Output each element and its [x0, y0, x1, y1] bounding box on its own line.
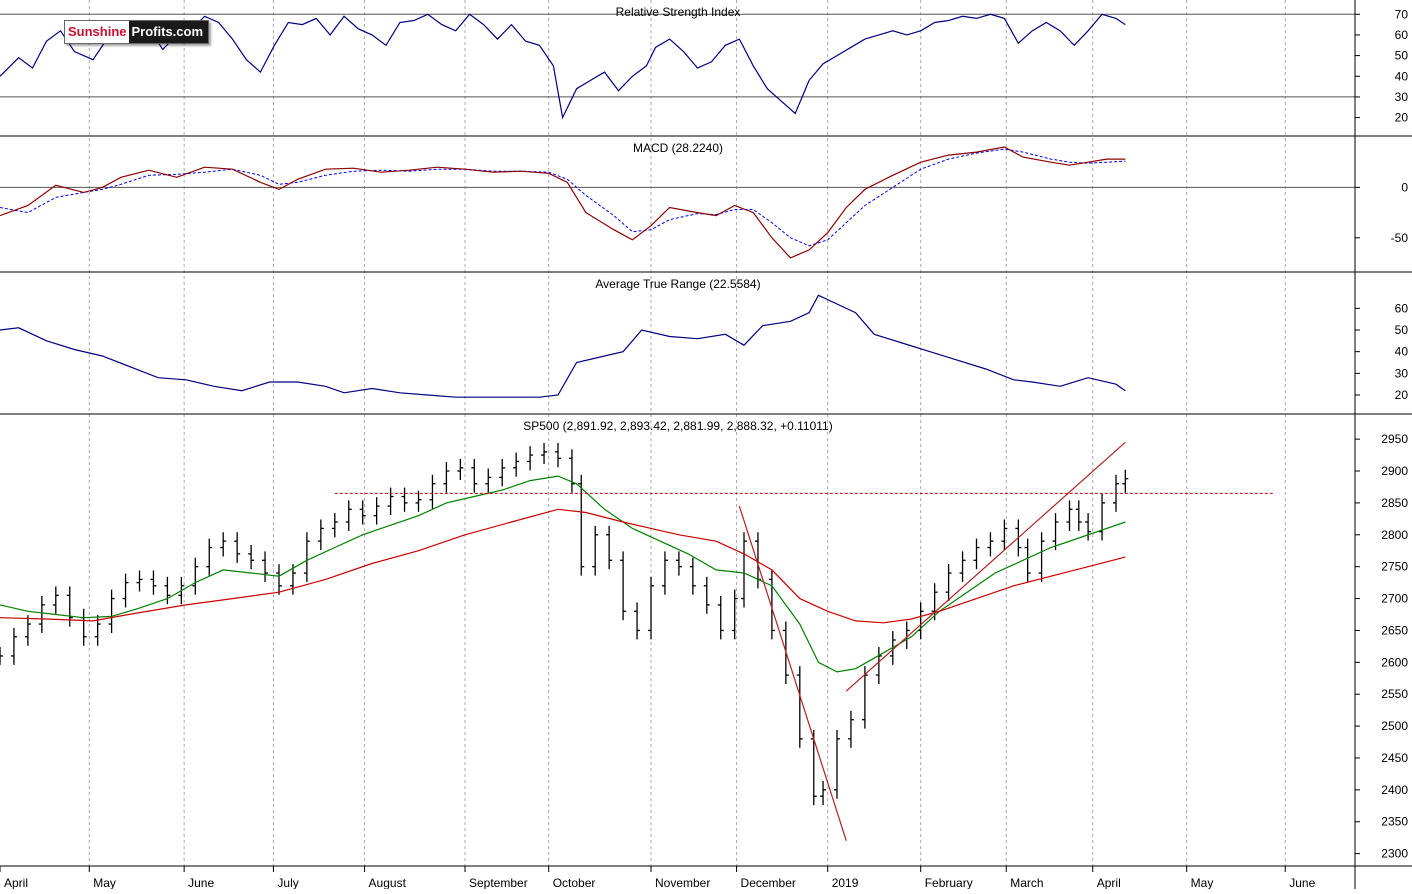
y-tick-label: 20	[1395, 388, 1409, 402]
y-tick-label: 2450	[1381, 751, 1408, 765]
y-tick-label: 2800	[1381, 528, 1408, 542]
y-tick-label: 40	[1395, 345, 1409, 359]
x-tick-label: April	[4, 876, 28, 889]
panel-title: MACD (28.2240)	[633, 141, 723, 155]
macd-line	[0, 146, 1126, 259]
panel-title: Relative Strength Index	[616, 5, 741, 19]
x-tick-label: August	[369, 876, 407, 889]
y-tick-label: 70	[1395, 7, 1409, 21]
x-tick-label: July	[277, 876, 298, 889]
y-tick-label: 2750	[1381, 560, 1408, 574]
y-tick-label: 60	[1395, 28, 1409, 42]
y-tick-label: 2500	[1381, 719, 1408, 733]
x-tick-label: April	[1097, 876, 1121, 889]
x-tick-label: December	[741, 876, 796, 889]
y-tick-label: 2900	[1381, 464, 1408, 478]
y-tick-label: 30	[1395, 90, 1409, 104]
panel-title: Average True Range (22.5584)	[595, 277, 760, 291]
y-tick-label: 2850	[1381, 496, 1408, 510]
x-tick-label: September	[469, 876, 528, 889]
x-tick-label: February	[925, 876, 973, 889]
logo-part-1: Sunshine	[65, 21, 129, 43]
trend-line	[845, 441, 1126, 692]
logo-part-2: Profits.com	[128, 21, 209, 43]
y-tick-label: 2400	[1381, 783, 1408, 797]
x-tick-label: May	[93, 876, 116, 889]
y-tick-label: 2550	[1381, 687, 1408, 701]
x-tick-label: March	[1010, 876, 1043, 889]
y-tick-label: 2650	[1381, 623, 1408, 637]
sunshine-profits-logo: Sunshine Profits.com	[64, 20, 210, 44]
y-tick-label: 2350	[1381, 815, 1408, 829]
x-tick-label: June	[1289, 876, 1315, 889]
y-tick-label: 50	[1395, 49, 1409, 63]
y-tick-label: 2600	[1381, 655, 1408, 669]
x-tick-label: 2019	[832, 876, 859, 889]
x-tick-label: June	[188, 876, 214, 889]
y-tick-label: 40	[1395, 69, 1409, 83]
y-tick-label: 0	[1401, 180, 1408, 194]
y-tick-label: 50	[1395, 323, 1409, 337]
sma200-line	[0, 508, 1126, 624]
x-tick-label: October	[553, 876, 596, 889]
y-tick-label: -50	[1391, 231, 1409, 245]
y-tick-label: 20	[1395, 111, 1409, 125]
y-tick-label: 30	[1395, 366, 1409, 380]
macd-signal-line	[0, 148, 1126, 247]
panel-title: SP500 (2,891.92, 2,893.42, 2,881.99, 2,8…	[523, 419, 832, 433]
y-tick-label: 2300	[1381, 847, 1408, 861]
y-tick-label: 2950	[1381, 432, 1408, 446]
atr-line	[0, 294, 1126, 398]
y-tick-label: 60	[1395, 301, 1409, 315]
x-tick-label: May	[1191, 876, 1214, 889]
x-tick-label: November	[655, 876, 710, 889]
y-tick-label: 2700	[1381, 592, 1408, 606]
trend-line	[738, 505, 847, 842]
